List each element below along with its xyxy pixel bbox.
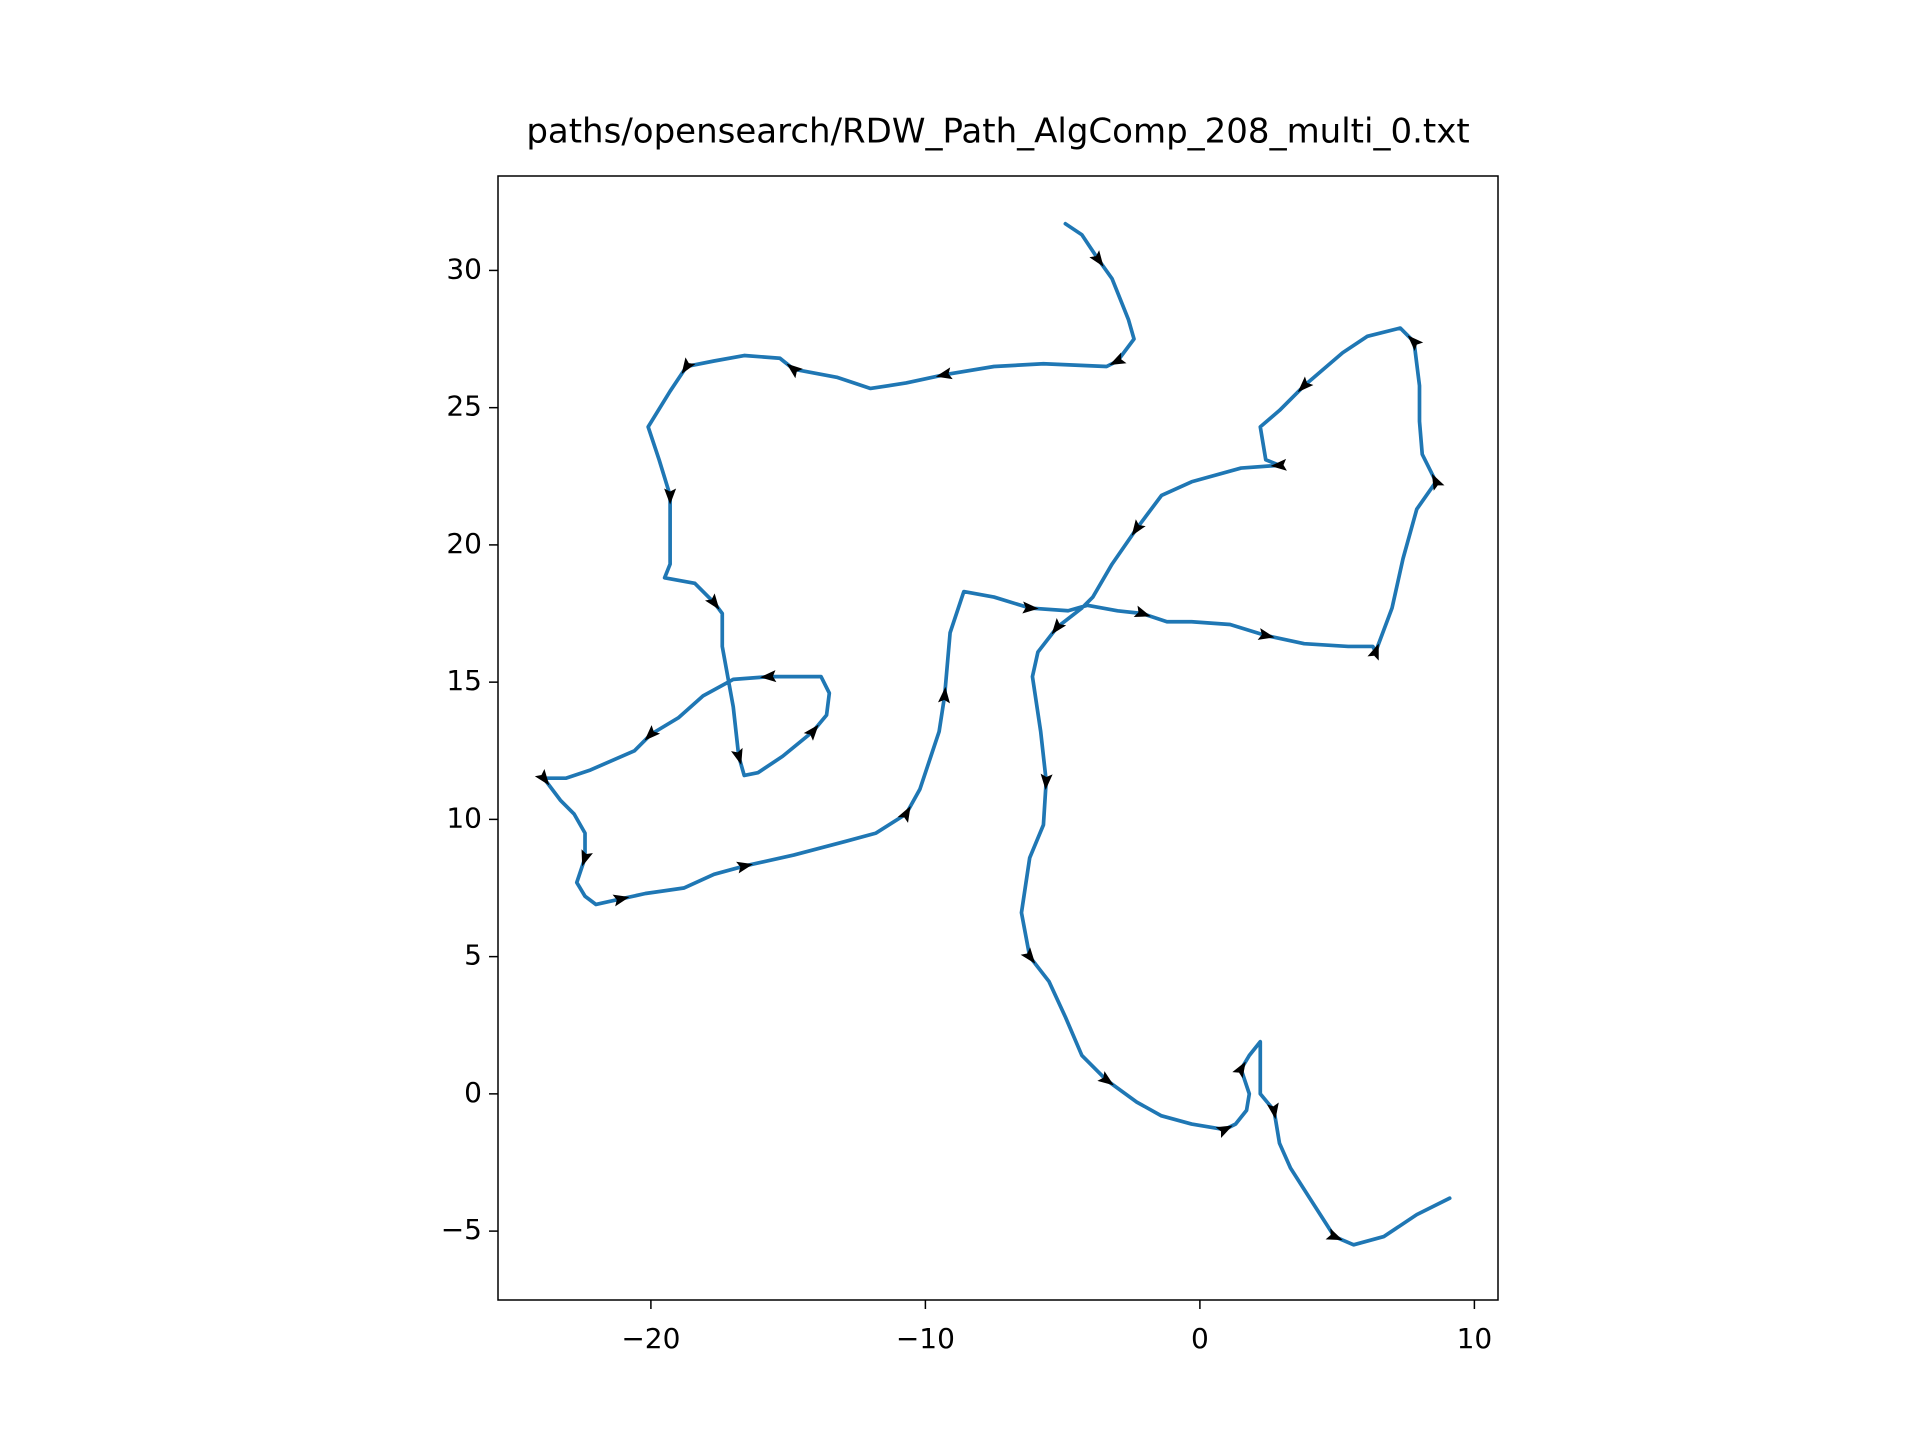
- y-tick-label: 25: [446, 390, 482, 423]
- direction-arrow: [1040, 773, 1053, 790]
- direction-arrow: [731, 747, 743, 765]
- direction-arrow: [1022, 601, 1039, 614]
- y-tick-label: −5: [441, 1213, 482, 1246]
- direction-arrow: [1266, 1102, 1279, 1120]
- y-tick-label: 0: [464, 1076, 482, 1109]
- direction-arrow: [1020, 947, 1036, 964]
- direction-arrow: [705, 593, 720, 610]
- y-tick-label: 15: [446, 664, 482, 697]
- direction-arrow: [897, 806, 911, 823]
- direction-arrow: [612, 894, 630, 907]
- x-tick-label: 0: [1191, 1322, 1209, 1355]
- direction-arrow: [1131, 519, 1146, 536]
- direction-arrow: [1232, 1061, 1246, 1079]
- direction-arrow: [1297, 376, 1314, 393]
- direction-arrow: [1215, 1125, 1233, 1139]
- direction-arrow: [534, 769, 550, 786]
- direction-arrow: [736, 861, 754, 874]
- direction-arrow: [1097, 1071, 1114, 1086]
- y-tick-label: 30: [446, 252, 482, 285]
- direction-arrow: [1367, 643, 1379, 661]
- y-tick-label: 5: [464, 939, 482, 972]
- direction-arrow: [1407, 335, 1424, 351]
- direction-arrow: [681, 357, 696, 374]
- direction-arrow: [803, 724, 819, 741]
- direction-arrow: [664, 488, 677, 505]
- plot-frame: [497, 175, 1499, 1301]
- y-tick-label: 20: [446, 527, 482, 560]
- x-tick-label: −10: [896, 1322, 955, 1355]
- y-tick-label: 10: [446, 801, 482, 834]
- direction-arrow: [644, 725, 661, 741]
- direction-arrow: [1109, 352, 1127, 366]
- direction-arrow: [1089, 250, 1104, 267]
- direction-arrow: [938, 686, 950, 704]
- path-line: [541, 221, 1452, 1247]
- chart-title: paths/opensearch/RDW_Path_AlgComp_208_mu…: [526, 112, 1469, 152]
- direction-arrow: [1270, 458, 1287, 471]
- direction-arrow: [935, 367, 953, 380]
- direction-arrow: [1133, 605, 1151, 618]
- x-tick-label: 10: [1457, 1322, 1493, 1355]
- direction-arrow: [1257, 628, 1275, 640]
- direction-arrow: [1051, 618, 1067, 635]
- direction-arrow: [759, 670, 777, 683]
- direction-arrow: [786, 363, 803, 379]
- direction-arrow: [1325, 1228, 1343, 1241]
- direction-arrow: [1431, 473, 1445, 491]
- x-tick-label: −20: [621, 1322, 680, 1355]
- direction-arrow: [581, 849, 593, 867]
